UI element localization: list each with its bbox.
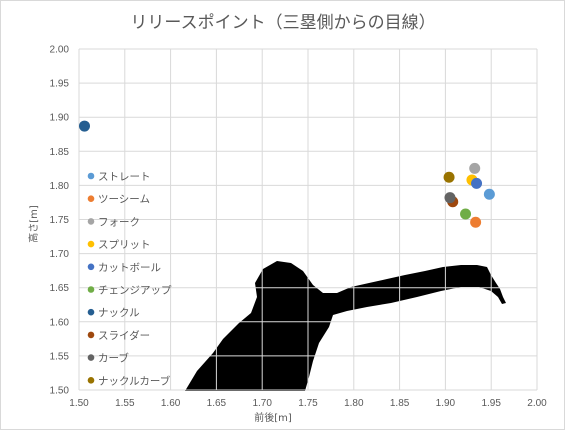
legend-label: ツーシーム [98,194,150,206]
x-axis-label: 前後[m] [254,411,292,424]
data-point [78,120,90,132]
pitcher-glove [259,306,277,331]
x-tick-label: 1.75 [298,398,318,409]
y-tick-label: 1.80 [50,181,70,192]
x-tick-label: 1.55 [115,398,135,409]
legend-marker [87,263,95,271]
legend-marker [87,172,95,180]
y-tick-label: 1.90 [50,113,70,124]
x-tick-label: 1.95 [481,398,501,409]
y-axis-ticks: 1.50 1.55 1.60 1.65 1.70 1.75 1.80 1.85 1.90 1.95… [50,45,70,397]
data-points [78,120,495,228]
x-tick-label: 2.00 [527,398,547,409]
x-axis-ticks: 1.50 1.55 1.60 1.65 1.70 1.75 1.80 1.85 1.90 1.95… [69,398,547,409]
legend-label: ナックル [98,307,140,319]
x-tick-label: 1.80 [344,398,364,409]
legend-label: ストレート [98,171,151,183]
data-point [470,216,482,228]
x-tick-label: 1.85 [390,398,410,409]
y-tick-label: 1.55 [50,351,70,362]
y-tick-label: 2.00 [50,45,70,56]
legend-marker [87,377,95,384]
y-tick-label: 1.95 [50,79,70,90]
y-tick-label: 1.70 [50,249,70,260]
x-tick-label: 1.65 [207,398,227,409]
y-tick-label: 1.75 [50,215,70,226]
legend-marker [87,331,95,339]
legend-label: ナックルカーブ [98,374,171,387]
y-tick-label: 1.65 [50,283,70,294]
data-point [483,188,495,200]
data-point [471,177,483,189]
legend-marker [87,308,95,316]
legend-label: カットボール [98,262,161,274]
y-tick-label: 1.50 [50,386,70,397]
chart-title: リリースポイント（三塁側からの目線） [130,13,435,33]
x-tick-label: 1.70 [252,398,272,409]
legend: ストレートツーシームフォークスプリットカットボールチェンジアップナックルスライダ… [87,171,172,387]
y-tick-label: 1.60 [50,317,70,328]
legend-label: カーブ [98,352,129,365]
pitcher-silhouette [185,261,506,391]
legend-label: スプリット [98,239,151,251]
data-point [469,162,481,174]
data-point [460,208,472,220]
x-tick-label: 1.90 [436,398,456,409]
legend-label: スライダー [98,329,150,342]
x-tick-label: 1.50 [69,398,89,409]
legend-label: フォーク [98,216,140,228]
legend-marker [87,354,95,361]
grid [78,48,538,391]
data-point [444,192,456,204]
legend-marker [87,218,95,225]
y-axis-label: 高さ[m] [27,205,40,243]
data-point [443,171,455,183]
legend-marker [87,195,95,202]
legend-marker [87,240,95,248]
legend-label: チェンジアップ [98,285,172,297]
x-tick-label: 1.60 [161,398,181,409]
y-tick-label: 1.85 [50,147,70,158]
legend-marker [87,286,95,293]
